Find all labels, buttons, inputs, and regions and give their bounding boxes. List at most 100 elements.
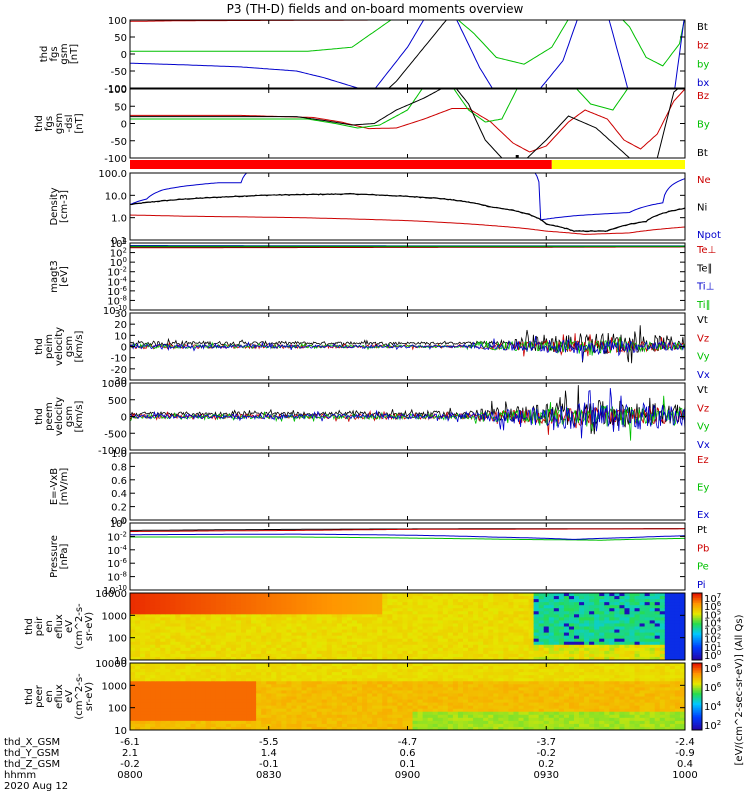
panel-peir-eflux-data [130, 593, 686, 661]
panel-density-legend-Npot: Npot [697, 230, 721, 241]
panel-peem-velocity-ylabel-line: [km/s] [74, 400, 85, 432]
panel-peir-eflux-colorbar-tick: 100 [704, 649, 721, 662]
panel-pressure-ytick-label: 10-6 [107, 557, 127, 570]
panel-density-ytick-label: 1.0 [111, 214, 127, 225]
panel-peem-velocity-ytick-label: 500 [108, 396, 127, 407]
panel-peir-eflux-ylabel-line: sr-eV) [84, 612, 95, 641]
panel-pressure-ytick-label: 10-8 [107, 571, 127, 584]
panel-pressure-legend-Pe: Pe [697, 562, 709, 573]
panel-pressure-ytick-label: 100 [110, 517, 127, 530]
panel-fgs-data [130, 0, 685, 122]
panel-peem-velocity-legend-Vx: Vx [697, 440, 710, 451]
panel-efield-legend-Ez: Ez [697, 455, 709, 466]
panel-efield-ytick-label: 0.4 [111, 489, 127, 500]
panel-density-legend-Ni: Ni [697, 203, 707, 214]
panel-mode-bar-segment-yellow [552, 160, 685, 169]
panel-fgs-legend-bx: bx [697, 78, 709, 89]
panel-fgs-dsl-ytick-label: -50 [111, 137, 127, 148]
panel-efield-ytick-label: 1.0 [111, 449, 127, 460]
panel-peim-velocity-legend-Vx: Vx [697, 370, 710, 381]
panel-pressure-ytick-label: 10-4 [107, 544, 127, 557]
panel-fgs-legend-bz: bz [697, 41, 709, 52]
panel-peem-velocity-ytick-label: 1000 [102, 379, 127, 390]
panel-peim-velocity-ylabel-line: [km/s] [74, 330, 85, 362]
panel-peim-velocity-ytick-label: 30 [114, 309, 127, 320]
panel-efield-legend-Ex: Ex [697, 510, 709, 521]
panel-density-data [130, 173, 685, 234]
panel-efield-ytick-label: 0.2 [111, 503, 127, 514]
panel-pressure-ylabel-line: [nPa] [59, 543, 70, 569]
panel-fgs-dsl-ytick-label: 100 [108, 85, 127, 96]
panel-density-ylabel: Density[cm-3] [49, 187, 70, 225]
panel-efield-frame [130, 453, 685, 520]
panel-density-ytick-label: 100.0 [98, 169, 127, 180]
panel-temperature-frame [130, 243, 685, 310]
panel-peem-velocity-legend-Vy: Vy [697, 422, 710, 433]
panel-density-legend-Ne: Ne [697, 175, 711, 186]
panel-temperature-legend-Te⊥: Te⊥ [696, 245, 716, 256]
panel-fgs-dsl-ytick-label: -100 [104, 154, 127, 165]
panel-peem-velocity-ytick-label: -500 [104, 429, 127, 440]
panel-efield-ytick-label: 0.6 [111, 476, 127, 487]
panel-peir-eflux-ytick-label: 1000 [102, 611, 127, 622]
panel-temperature-ylabel-line: [eV] [59, 266, 70, 287]
panel-fgs-dsl-legend-Bz: Bz [697, 91, 709, 102]
panel-pressure-legend-Pt: Pt [697, 525, 707, 536]
panel-efield-legend-Ey: Ey [697, 483, 709, 494]
panel-fgs-dsl-legend-Bt: Bt [697, 148, 708, 159]
panel-efield-ytick-label: 0.8 [111, 462, 127, 473]
panel-peem-velocity-legend-Vz: Vz [697, 403, 709, 414]
panel-fgs-dsl-legend-By: By [697, 120, 710, 131]
panel-fgs-ylabel-line: [nT] [69, 44, 80, 64]
panel-peem-velocity-ytick-label: 0 [121, 413, 127, 424]
panel-pressure-legend-Pi: Pi [697, 580, 706, 591]
panel-fgs-dsl-frame [130, 89, 685, 158]
panel-peim-velocity-ytick-label: 0 [121, 343, 127, 354]
panel-density-ylabel-line: [cm-3] [59, 190, 70, 223]
panel-peim-velocity-legend-Vt: Vt [697, 315, 708, 326]
panel-peer-eflux-data [130, 663, 686, 731]
panel-peim-velocity-ytick-label: 20 [114, 320, 127, 331]
panel-peim-velocity-legend-Vz: Vz [697, 333, 709, 344]
panel-fgs-frame [130, 20, 685, 88]
panel-peim-velocity-ytick-label: 10 [114, 331, 127, 342]
panel-peim-velocity-data [130, 325, 685, 363]
panel-peim-velocity-ytick-label: -10 [111, 354, 127, 365]
panel-peim-velocity-ytick-label: -20 [111, 365, 127, 376]
panel-pressure-ytick-label: 10-2 [107, 530, 127, 543]
panel-temperature-ylabel: magt3[eV] [49, 260, 70, 293]
panel-peem-velocity-data [130, 385, 685, 441]
panel-peir-eflux-ytick-label: 100 [108, 634, 127, 645]
panel-pressure-ylabel: Pressure[nPa] [49, 535, 70, 578]
panel-density-ytick-label: 10.0 [105, 191, 127, 202]
panel-efield-ylabel: E=-VxB[mV/m] [49, 468, 70, 506]
panel-temperature-legend-Ti∥: Ti∥ [696, 300, 711, 311]
panel-fgs-legend-Bt: Bt [697, 22, 708, 33]
panel-density-series-Ni-jitter [130, 193, 685, 231]
panel-fgs-dsl-ylabel-line: [nT] [74, 113, 85, 133]
panel-peem-velocity-series-Vt [130, 385, 685, 434]
panel-fgs-dsl-series-Bt [130, 83, 685, 161]
panel-mode-bar-segment-red [130, 160, 552, 169]
panel-pressure-legend-Pb: Pb [697, 543, 709, 554]
panel-fgs-legend-by: by [697, 59, 709, 70]
panel-peir-eflux-ytick-label: 10000 [95, 589, 127, 600]
panel-pressure-data [130, 529, 685, 541]
panel-fgs-dsl-ytick-label: 50 [114, 102, 127, 113]
panel-peim-velocity-legend-Vy: Vy [697, 352, 710, 363]
panel-fgs-ytick-label: 100 [108, 16, 127, 27]
panel-efield-ylabel-line: [mV/m] [59, 468, 70, 506]
panel-fgs-dsl-data [130, 83, 685, 161]
panel-fgs-series-Bt [130, 0, 685, 122]
panel-temperature-legend-Ti⊥: Ti⊥ [696, 282, 714, 293]
plot-title: P3 (TH-D) fields and on-board moments ov… [227, 2, 524, 16]
panel-fgs-ytick-label: 0 [121, 50, 127, 61]
panel-fgs-ytick-label: -50 [111, 67, 127, 78]
